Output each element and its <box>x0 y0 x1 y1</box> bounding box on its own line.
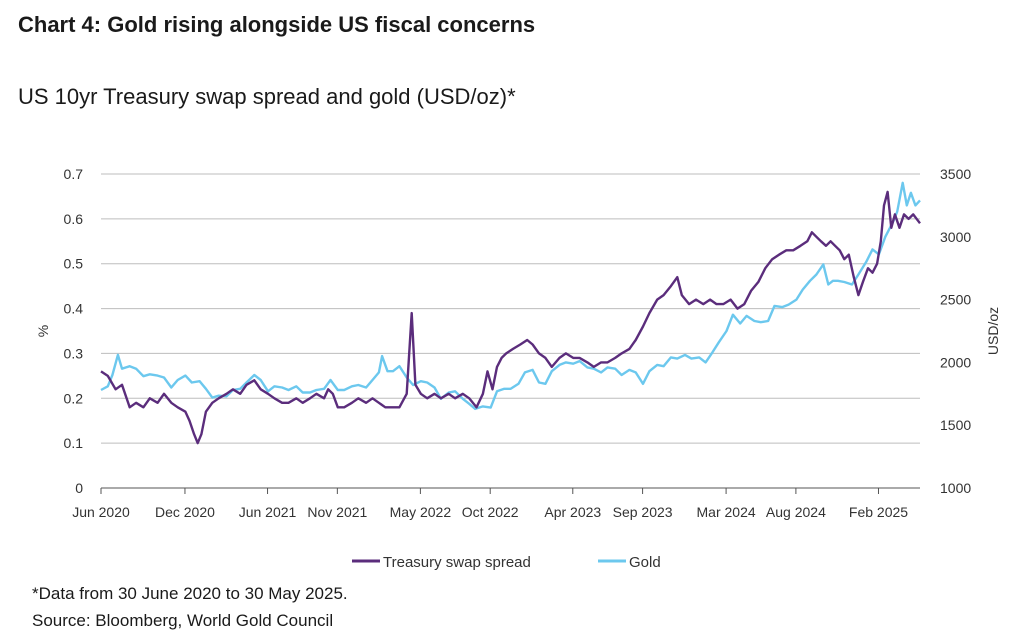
x-tick-label: Feb 2025 <box>849 504 908 520</box>
x-tick-label: Oct 2022 <box>462 504 519 520</box>
chart-canvas: 0 0.1 0.2 0.3 0.4 0.5 0.6 0.7 1000 1500 2000 2500 3… <box>35 166 1001 571</box>
legend-label-treasury-swap-spread: Treasury swap spread <box>383 554 531 571</box>
y2-tick-label: 3000 <box>940 229 971 245</box>
legend: Treasury swap spread Gold <box>352 554 661 571</box>
right-y-axis: 1000 1500 2000 2500 3000 3500 <box>940 166 971 496</box>
series-line-gold <box>100 181 921 411</box>
chart-title: Chart 4: Gold rising alongside US fiscal… <box>18 12 536 37</box>
y-tick-label: 0 <box>75 480 83 496</box>
x-tick-label: Jun 2021 <box>239 504 297 520</box>
x-tick-label: Dec 2020 <box>155 504 215 520</box>
series-lines <box>100 181 921 445</box>
y-tick-label: 0.3 <box>64 345 84 361</box>
x-tick-label: Aug 2024 <box>766 504 826 520</box>
y-tick-label: 0.7 <box>64 166 84 182</box>
footnote: *Data from 30 June 2020 to 30 May 2025. <box>32 584 348 603</box>
x-tick-label: Nov 2021 <box>307 504 367 520</box>
y-tick-label: 0.5 <box>64 256 84 272</box>
x-tick-label: Mar 2024 <box>697 504 756 520</box>
y2-tick-label: 2000 <box>940 354 971 370</box>
y2-tick-label: 1500 <box>940 417 971 433</box>
left-y-axis: 0 0.1 0.2 0.3 0.4 0.5 0.6 0.7 <box>64 166 84 496</box>
y-tick-label: 0.4 <box>64 301 84 317</box>
y2-tick-label: 3500 <box>940 166 971 182</box>
series-line-treasury-swap-spread <box>100 190 921 445</box>
left-y-axis-label: % <box>35 325 51 337</box>
source-note: Source: Bloomberg, World Gold Council <box>32 611 334 630</box>
gridlines <box>101 173 920 444</box>
y-tick-label: 0.1 <box>64 435 84 451</box>
y-tick-label: 0.6 <box>64 211 84 227</box>
y2-tick-label: 1000 <box>940 480 971 496</box>
x-axis: Jun 2020 Dec 2020 Jun 2021 Nov 2021 May 2022… <box>72 488 908 520</box>
x-tick-label: Apr 2023 <box>544 504 601 520</box>
legend-label-gold: Gold <box>629 554 661 571</box>
y2-tick-label: 2500 <box>940 292 971 308</box>
x-tick-label: Sep 2023 <box>613 504 673 520</box>
x-tick-label: May 2022 <box>390 504 452 520</box>
x-tick-label: Jun 2020 <box>72 504 130 520</box>
y-tick-label: 0.2 <box>64 390 84 406</box>
right-y-axis-label: USD/oz <box>985 307 1001 355</box>
chart-subtitle: US 10yr Treasury swap spread and gold (U… <box>18 84 516 109</box>
